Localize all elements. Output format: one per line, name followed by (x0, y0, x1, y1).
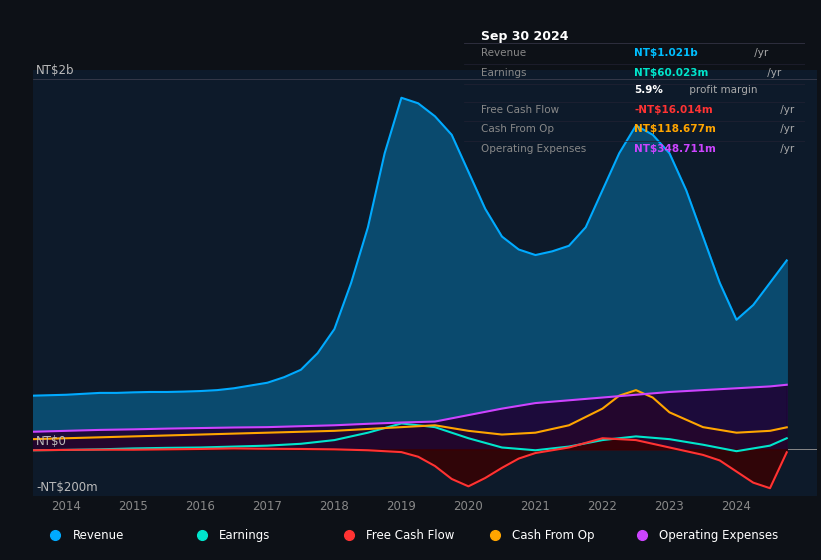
Text: NT$2b: NT$2b (36, 64, 75, 77)
Text: /yr: /yr (750, 48, 768, 58)
Text: NT$348.711m: NT$348.711m (635, 144, 716, 154)
Text: NT$118.677m: NT$118.677m (635, 124, 716, 134)
Text: NT$1.021b: NT$1.021b (635, 48, 698, 58)
Text: Operating Expenses: Operating Expenses (659, 529, 778, 542)
Text: /yr: /yr (777, 144, 794, 154)
Text: Free Cash Flow: Free Cash Flow (365, 529, 454, 542)
Text: Earnings: Earnings (481, 68, 526, 78)
Text: Revenue: Revenue (72, 529, 124, 542)
Text: /yr: /yr (777, 124, 794, 134)
Text: Operating Expenses: Operating Expenses (481, 144, 586, 154)
Text: -NT$16.014m: -NT$16.014m (635, 105, 713, 115)
Text: /yr: /yr (777, 105, 794, 115)
Text: profit margin: profit margin (686, 86, 758, 95)
Text: /yr: /yr (764, 68, 781, 78)
Text: Revenue: Revenue (481, 48, 526, 58)
Text: Sep 30 2024: Sep 30 2024 (481, 30, 568, 43)
Text: Cash From Op: Cash From Op (512, 529, 595, 542)
Text: -NT$200m: -NT$200m (36, 480, 98, 494)
Text: 5.9%: 5.9% (635, 86, 663, 95)
Text: NT$60.023m: NT$60.023m (635, 68, 709, 78)
Text: NT$0: NT$0 (36, 435, 67, 448)
Text: Earnings: Earnings (219, 529, 270, 542)
Text: Free Cash Flow: Free Cash Flow (481, 105, 559, 115)
Text: Cash From Op: Cash From Op (481, 124, 554, 134)
